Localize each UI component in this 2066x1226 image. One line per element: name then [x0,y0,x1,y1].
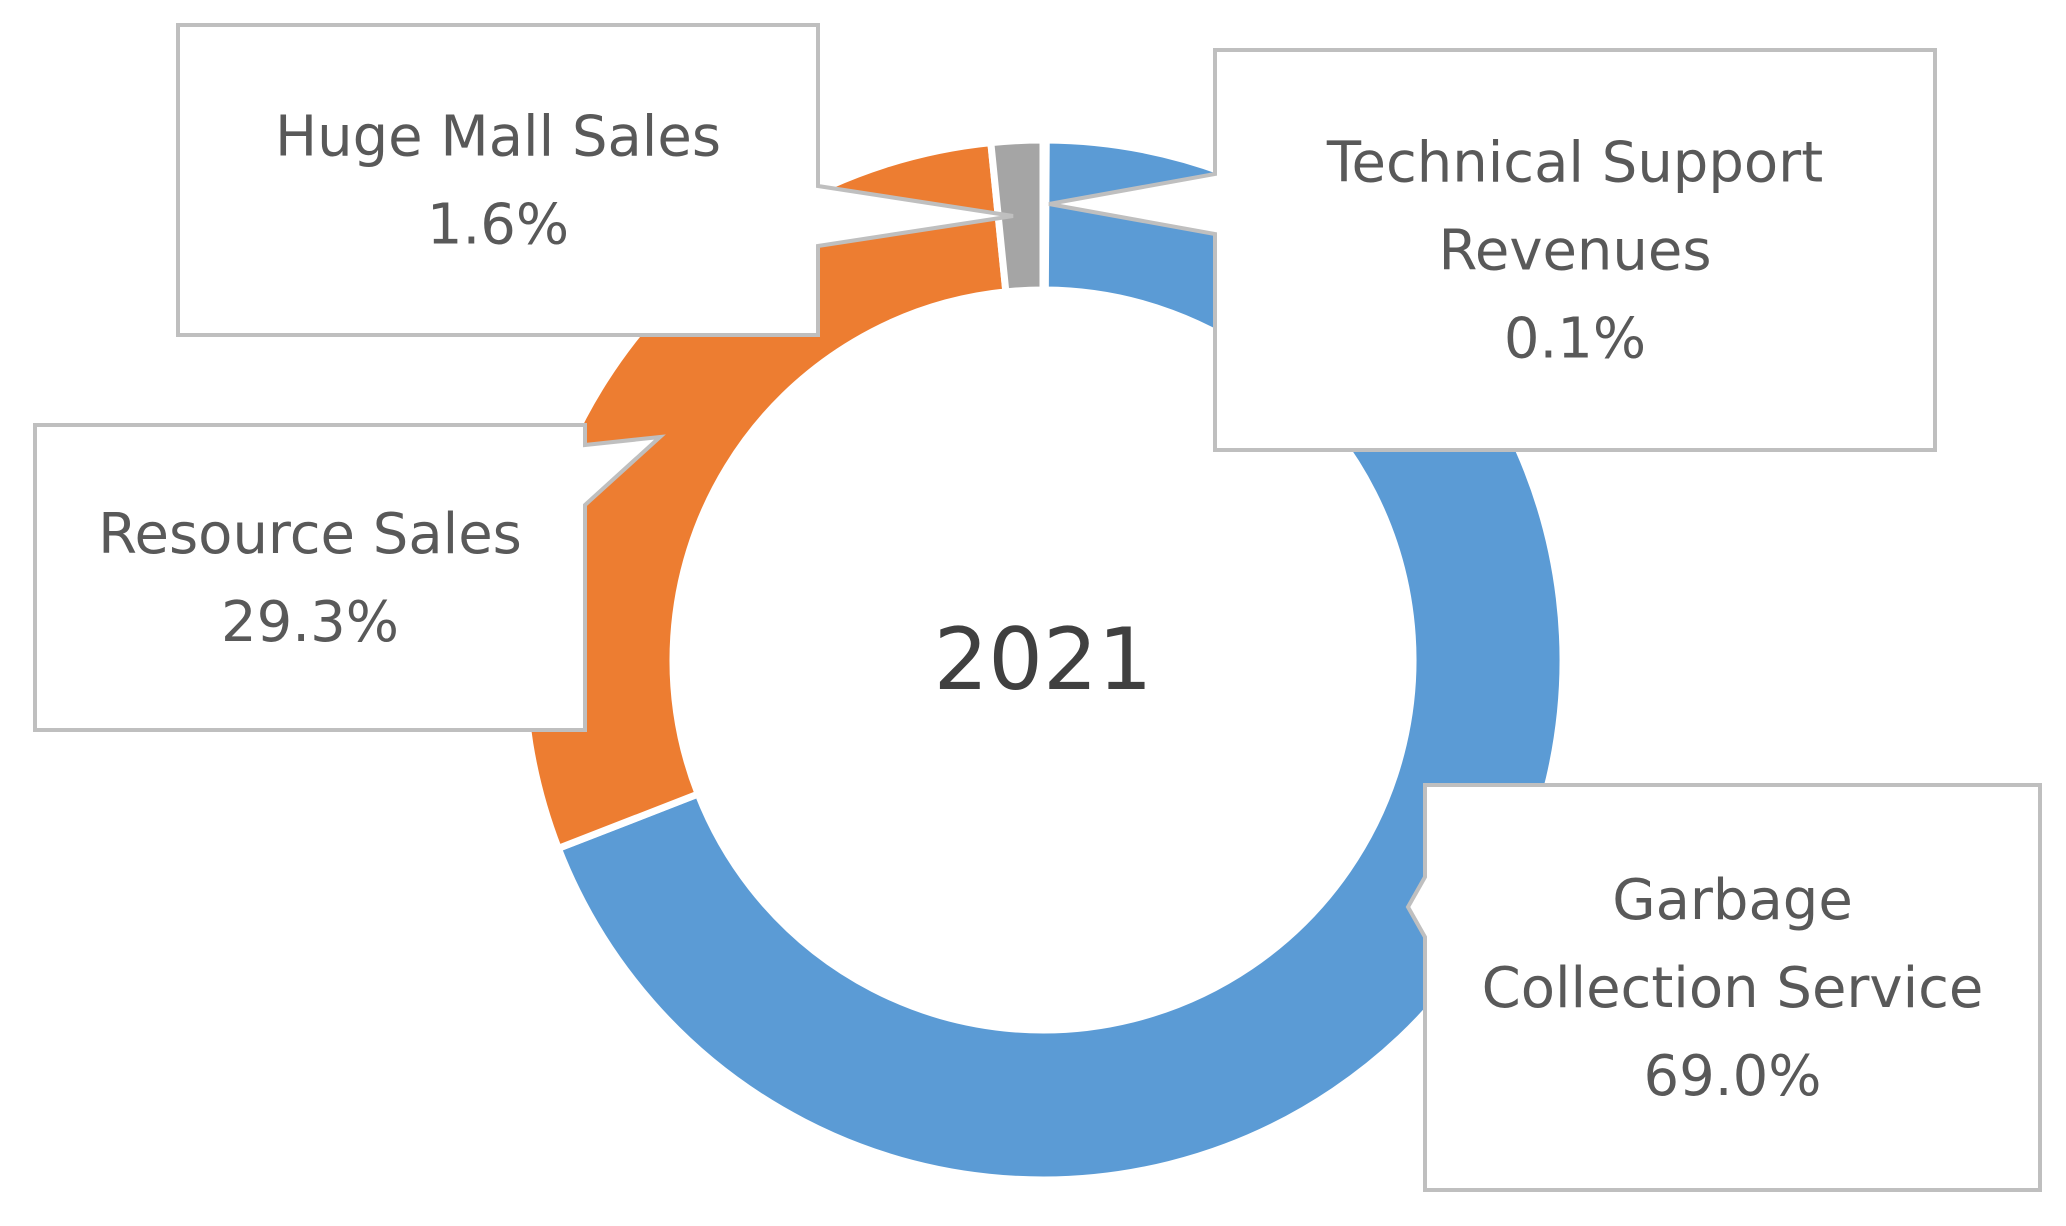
callout-category: Technical Support [1326,130,1823,195]
center-year-label: 2021 [934,610,1153,710]
callout-category: Revenues [1438,218,1711,283]
callout-value: 29.3% [221,590,399,655]
callout-box [33,423,666,732]
callout-category: Garbage [1612,868,1853,933]
callout-technical-support-revenues: Technical Support Revenues 0.1% [1048,48,1937,452]
callout-box [1048,48,1937,452]
callout-box [176,23,1014,337]
callout-category: Resource Sales [98,502,522,567]
callout-value: 1.6% [427,192,569,257]
callout-category: Collection Service [1482,956,1984,1021]
data-label-callouts: Technical Support Revenues 0.1% Garbage Coll… [33,23,2042,1192]
callout-garbage-collection-service: Garbage Collection Service 69.0% [1405,783,2042,1192]
callout-value: 0.1% [1504,306,1646,371]
callout-value: 69.0% [1644,1044,1822,1109]
callout-huge-mall-sales: Huge Mall Sales 1.6% [176,23,1014,337]
slice-huge-mall-sales [986,136,1047,296]
callout-resource-sales: Resource Sales 29.3% [33,423,666,732]
callout-box [1405,783,2042,1192]
callout-category: Huge Mall Sales [275,104,721,169]
